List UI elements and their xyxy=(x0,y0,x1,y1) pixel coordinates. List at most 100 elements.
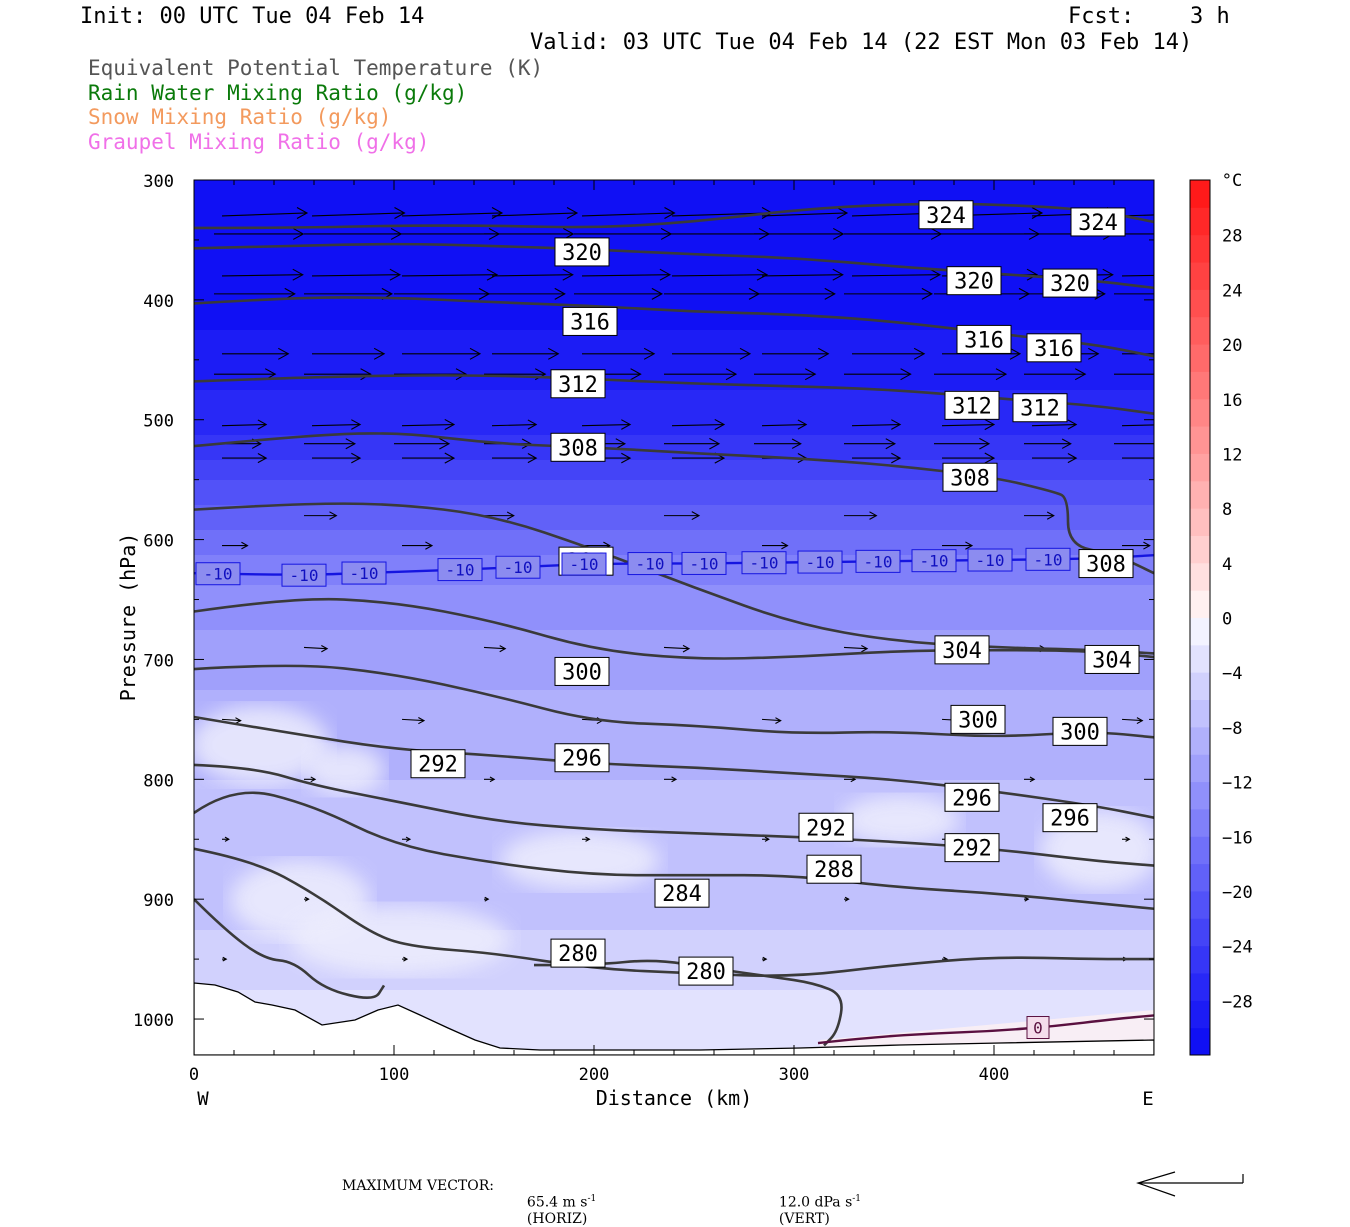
temp-band xyxy=(194,720,1154,726)
valid-time: Valid: 03 UTC Tue 04 Feb 14 (22 EST Mon … xyxy=(530,30,1193,55)
colorbar-band xyxy=(1190,480,1210,509)
colorbar-frame xyxy=(1189,179,1211,1056)
theta-e-label-284: 284 xyxy=(662,882,702,907)
wind-arrow-head xyxy=(781,541,789,550)
x-tick-label: 100 xyxy=(379,1065,410,1085)
wind-arrow-head xyxy=(913,347,926,360)
temp-band xyxy=(194,925,1154,931)
colorbar-band xyxy=(1190,781,1210,810)
temp-band xyxy=(194,790,1154,796)
wind-arrow-head xyxy=(418,716,426,725)
wind-arrow-head xyxy=(1061,438,1072,449)
theta-e-label-box xyxy=(678,956,734,986)
temp-band xyxy=(194,745,1154,751)
wind-arrow-head xyxy=(278,347,290,360)
isotherm-label-minus10: -10 xyxy=(920,552,949,571)
isotherm-zero xyxy=(817,1014,1154,1045)
wind-arrow xyxy=(761,274,843,277)
wind-arrow-head xyxy=(643,347,656,360)
temp-band xyxy=(194,255,1154,261)
wind-arrow xyxy=(1121,718,1143,722)
temp-band xyxy=(194,345,1154,351)
temp-band xyxy=(194,575,1154,581)
temp-band xyxy=(194,690,1154,696)
wind-arrow xyxy=(663,646,690,650)
wind-arrow-head xyxy=(891,452,902,464)
wind-arrow-head xyxy=(292,227,305,240)
colorbar-band xyxy=(1190,863,1210,892)
isotherm-label-minus10: -10 xyxy=(570,555,599,574)
colorbar-label: −20 xyxy=(1222,883,1253,903)
colorbar-label: −24 xyxy=(1222,938,1253,958)
temp-band xyxy=(194,245,1154,251)
temp-band xyxy=(194,600,1154,606)
temp-band xyxy=(194,285,1154,291)
wind-arrow-head xyxy=(499,645,507,653)
isotherm-label-box xyxy=(911,549,957,573)
wind-arrow-head xyxy=(527,453,538,464)
temp-band xyxy=(194,550,1154,556)
warm-pocket xyxy=(194,705,330,785)
colorbar-label: −28 xyxy=(1222,992,1253,1012)
temp-band xyxy=(194,800,1154,806)
temp-band xyxy=(194,670,1154,676)
temp-band xyxy=(194,695,1154,701)
y-tick-label: 800 xyxy=(143,771,174,791)
max-vector-label: MAXIMUM VECTOR: xyxy=(342,1178,494,1194)
temp-band xyxy=(194,945,1154,951)
wind-arrow-head xyxy=(832,227,845,240)
temp-band xyxy=(194,375,1154,381)
wind-arrow xyxy=(1121,424,1154,427)
wind-arrow-head xyxy=(791,438,802,449)
theta-e-label-box xyxy=(944,390,1000,420)
wind-arrow-head xyxy=(630,368,642,381)
theta-e-label-box xyxy=(1070,207,1126,237)
temp-band xyxy=(194,570,1154,576)
theta-e-label-box xyxy=(1084,644,1140,674)
vert-suffix: (VERT) xyxy=(778,1210,830,1227)
x-axis-label: Distance (km) xyxy=(596,1086,753,1110)
theta-e-label-box xyxy=(1052,716,1108,746)
wind-arrow-head xyxy=(444,452,456,464)
wind-arrow xyxy=(851,423,901,427)
wind-arrow-head xyxy=(224,836,230,842)
y-tick-label: 900 xyxy=(143,891,174,911)
temp-band xyxy=(194,555,1154,561)
theta-e-label-box xyxy=(944,782,1000,812)
temp-band xyxy=(194,935,1154,941)
wind-arrow-head xyxy=(1046,511,1055,520)
theta-e-label-320: 320 xyxy=(1050,272,1090,297)
temp-band xyxy=(194,685,1154,691)
colorbar-band xyxy=(1190,398,1210,427)
theta-e-label-box xyxy=(1026,333,1082,363)
wind-arrow-head xyxy=(1161,453,1170,463)
wind-arrow-head xyxy=(486,268,499,281)
theta-e-label-box xyxy=(944,833,1000,863)
colorbar-band xyxy=(1190,1000,1210,1029)
colorbar: °C 28 24 20 16 12 8 4 0 −4 −8 −12 −16 −20 −24 −28 xyxy=(1189,171,1253,1056)
temp-band xyxy=(194,405,1154,411)
temp-band xyxy=(194,215,1154,221)
wind-arrow-head xyxy=(1074,368,1087,381)
temp-band xyxy=(194,620,1154,626)
isotherm-label-box xyxy=(341,561,387,585)
colorbar-label: 0 xyxy=(1222,610,1232,630)
wind-arrow-head xyxy=(1009,347,1022,360)
wind-arrow-head xyxy=(506,511,515,520)
wind-arrow-head xyxy=(869,511,878,520)
theta-e-label-292: 292 xyxy=(806,816,846,841)
wind-arrow-head xyxy=(891,419,902,430)
theta-e-label-304: 304 xyxy=(1092,648,1132,673)
warm-pocket xyxy=(305,745,385,795)
temp-band xyxy=(194,955,1154,961)
wind-arrow-head xyxy=(885,438,897,450)
isotherm-label-box xyxy=(495,555,541,579)
colorbar-band xyxy=(1190,808,1210,837)
colorbar-band xyxy=(1190,426,1210,454)
wind-arrow-head xyxy=(222,956,228,962)
legend-rain-water: Rain Water Mixing Ratio (g/kg) xyxy=(88,81,468,105)
colorbar-band xyxy=(1190,234,1210,263)
theta-e-label-box xyxy=(1078,549,1134,579)
colorbar-band xyxy=(1190,262,1210,290)
colorbar-band xyxy=(1190,726,1210,755)
